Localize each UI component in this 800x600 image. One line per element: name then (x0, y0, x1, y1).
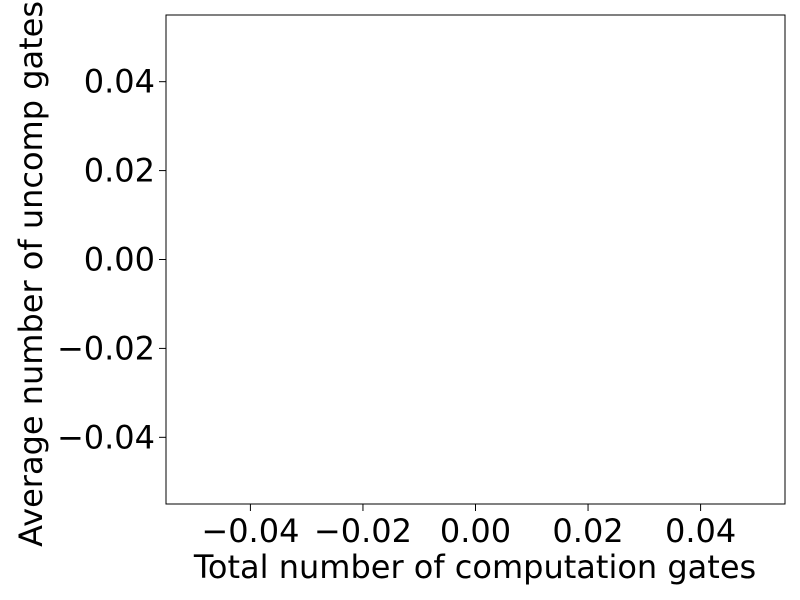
x-tick-label: 0.02 (552, 512, 623, 550)
y-tick-label: 0.04 (84, 63, 155, 101)
y-tick-label: 0.02 (84, 152, 155, 190)
x-tick-label: 0.04 (665, 512, 736, 550)
y-axis: 0.04 0.02 0.00 −0.02 −0.04 (57, 63, 166, 456)
x-tick-label: −0.04 (201, 512, 299, 550)
x-tick-label: −0.02 (314, 512, 412, 550)
plot-area (165, 14, 786, 505)
x-tick-label: 0.00 (440, 512, 511, 550)
y-tick-label: 0.00 (84, 241, 155, 279)
y-tick-label: −0.02 (57, 329, 155, 367)
x-axis-label: Total number of computation gates (193, 548, 756, 586)
x-axis: −0.04 −0.02 0.00 0.02 0.04 (201, 504, 736, 550)
y-tick-label: −0.04 (57, 418, 155, 456)
y-axis-label: Average number of uncomp gates a (12, 0, 50, 547)
